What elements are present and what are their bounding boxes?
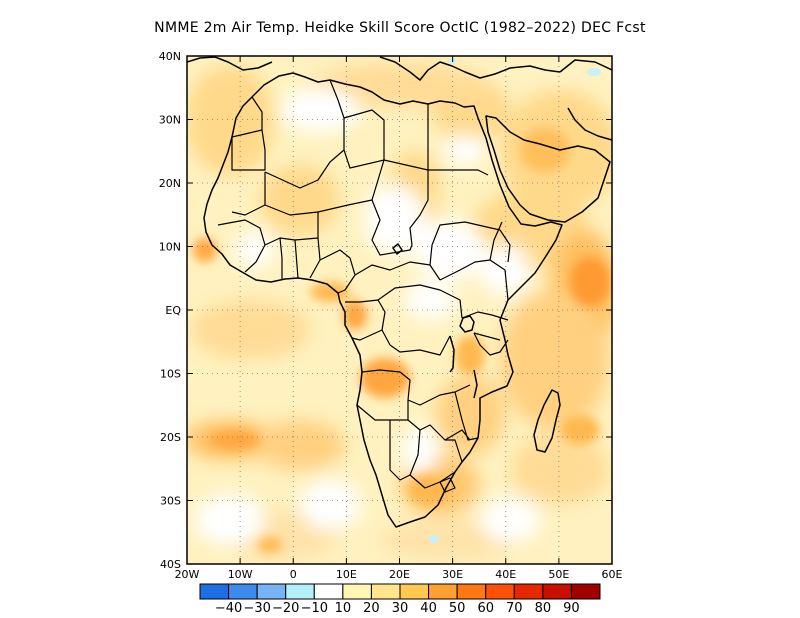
lat-tick-label: 40S (160, 558, 181, 571)
colorbar-swatch (428, 583, 458, 600)
colorbar-label: 40 (420, 601, 437, 616)
colorbar-swatch (228, 583, 258, 600)
colorbar-label: −10 (301, 601, 328, 616)
colorbar-label: 60 (477, 601, 494, 616)
lon-tick-label: 60E (602, 568, 623, 581)
colorbar-label: 20 (363, 601, 380, 616)
colorbar-label: 70 (506, 601, 523, 616)
lon-tick-label: 10E (336, 568, 357, 581)
colorbar-label: 80 (535, 601, 552, 616)
colorbar-swatch (199, 583, 230, 600)
lon-tick-label: 20W (175, 568, 200, 581)
colorbar-swatch (570, 583, 601, 600)
colorbar-label: −20 (272, 601, 299, 616)
lat-tick-label: 10S (160, 368, 181, 381)
lat-tick-label: EQ (165, 304, 181, 317)
lat-tick-label: 20S (160, 431, 181, 444)
lat-tick-label: 30S (160, 495, 181, 508)
colorbar-label: 50 (449, 601, 466, 616)
lat-tick-label: 40N (159, 50, 181, 63)
lat-tick-label: 10N (159, 241, 181, 254)
colorbar-swatch (256, 583, 287, 600)
lon-tick-label: 40E (495, 568, 516, 581)
lon-tick-label: 30E (442, 568, 463, 581)
colorbar-swatch (513, 583, 544, 600)
country-borders (217, 79, 511, 493)
colorbar-swatch (485, 583, 515, 600)
colorbar: −40 −30 −20 −10 10 20 30 40 50 60 70 80 90 (199, 583, 601, 616)
lat-tick-label: 30N (159, 114, 181, 127)
lon-tick-label: 0 (290, 568, 297, 581)
colorbar-label: −40 (215, 601, 242, 616)
colorbar-swatch (370, 583, 401, 600)
lon-tick-label: 10W (228, 568, 253, 581)
colorbar-label: 10 (335, 601, 352, 616)
colorbar-swatch (542, 583, 572, 600)
colorbar-swatch (285, 583, 315, 600)
colorbar-swatch (313, 583, 344, 600)
colorbar-label: −30 (243, 601, 270, 616)
colorbar-label: 30 (392, 601, 409, 616)
coastlines-and-borders (187, 56, 612, 528)
map-grid (187, 56, 612, 564)
colorbar-label: 90 (563, 601, 580, 616)
colorbar-swatch (342, 583, 372, 600)
colorbar-swatch (399, 583, 430, 600)
lon-tick-label: 50E (548, 568, 569, 581)
lat-tick-label: 20N (159, 177, 181, 190)
lon-tick-label: 20E (389, 568, 410, 581)
colorbar-swatch (456, 583, 487, 600)
map-title: NMME 2m Air Temp. Heidke Skill Score Oct… (154, 20, 646, 36)
